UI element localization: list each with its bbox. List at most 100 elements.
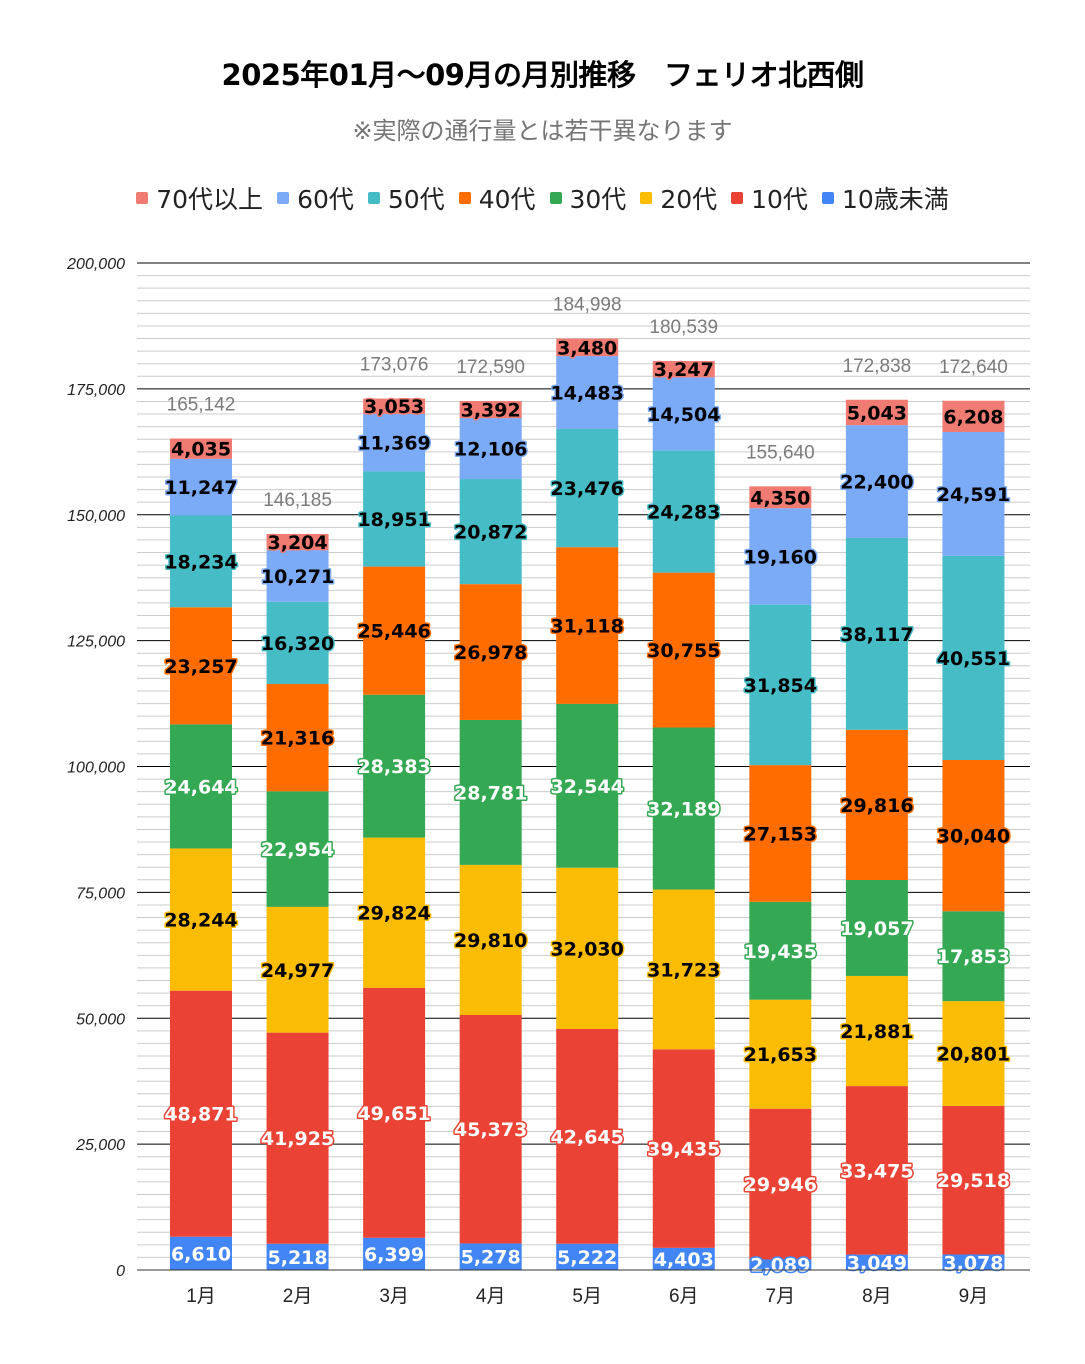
data-label: 3,053 bbox=[364, 396, 424, 418]
data-label: 24,283 bbox=[647, 501, 720, 523]
bar-segment bbox=[363, 398, 426, 414]
y-tick-label: 200,000 bbox=[66, 256, 125, 273]
bar-segment bbox=[170, 607, 232, 725]
bar-segment bbox=[170, 458, 232, 516]
bar-segment bbox=[459, 418, 522, 480]
bar-segment bbox=[556, 703, 619, 868]
data-label: 5,043 bbox=[847, 402, 907, 424]
data-label: 19,057 bbox=[840, 918, 913, 940]
legend-swatch bbox=[549, 192, 562, 204]
bar-segment bbox=[459, 584, 522, 720]
bar-segment bbox=[363, 1237, 426, 1270]
bar-segment bbox=[459, 1014, 522, 1244]
bar-segment bbox=[845, 1086, 908, 1255]
bar-segment bbox=[942, 1001, 1005, 1106]
data-label: 29,946 bbox=[744, 1174, 817, 1196]
data-label: 3,392 bbox=[461, 400, 521, 422]
data-label: 6,399 bbox=[364, 1244, 424, 1266]
legend-label: 40代 bbox=[478, 185, 536, 214]
data-label: 5,218 bbox=[268, 1247, 328, 1269]
data-label: 3,480 bbox=[557, 337, 617, 359]
data-label: 33,475 bbox=[840, 1160, 913, 1182]
data-label: 49,651 bbox=[357, 1103, 430, 1125]
bar-segment bbox=[942, 555, 1005, 761]
bar-segment bbox=[170, 848, 232, 991]
total-label: 184,998 bbox=[553, 295, 622, 316]
data-label: 19,435 bbox=[744, 941, 817, 963]
legend-label: 70代以上 bbox=[156, 185, 264, 214]
bar-segment bbox=[845, 1254, 908, 1270]
data-label: 23,257 bbox=[164, 656, 237, 678]
bar-segment bbox=[749, 604, 812, 766]
total-label: 146,185 bbox=[263, 490, 332, 511]
data-label: 14,504 bbox=[647, 404, 720, 426]
legend-item: 60代 bbox=[277, 180, 354, 216]
legend-item: 10歳未満 bbox=[821, 180, 949, 216]
bar-segment bbox=[266, 550, 329, 602]
bar-segment bbox=[942, 400, 1005, 433]
data-label: 38,117 bbox=[840, 624, 913, 646]
data-label: 18,234 bbox=[164, 551, 237, 573]
total-label: 172,838 bbox=[843, 356, 912, 377]
legend-swatch bbox=[640, 192, 653, 204]
bar-segment bbox=[170, 1236, 232, 1270]
data-label: 28,244 bbox=[164, 910, 237, 932]
total-label: 165,142 bbox=[167, 395, 236, 416]
x-tick-label: 1月 bbox=[186, 1286, 216, 1307]
data-label: 32,544 bbox=[551, 776, 624, 798]
bar-segment bbox=[749, 765, 812, 902]
data-label: 39,435 bbox=[647, 1139, 720, 1161]
bar-segment bbox=[556, 1243, 619, 1270]
bar-segment bbox=[459, 864, 522, 1015]
bar-segment bbox=[652, 1247, 715, 1270]
data-label: 24,591 bbox=[937, 484, 1010, 506]
data-label: 27,153 bbox=[744, 823, 817, 845]
legend-label: 60代 bbox=[297, 185, 354, 214]
data-label: 11,369 bbox=[357, 433, 430, 455]
data-label: 30,755 bbox=[647, 640, 720, 662]
bar-segment bbox=[942, 760, 1005, 912]
bar-segment bbox=[363, 566, 426, 695]
data-label: 11,247 bbox=[164, 477, 237, 499]
bar-segment bbox=[845, 729, 908, 880]
x-tick-label: 7月 bbox=[766, 1286, 796, 1307]
segment-labels: 6,610 48,871 28,244 24,644 23,257 18,234 11,24… bbox=[163, 295, 1012, 1279]
bar-segment bbox=[845, 399, 908, 426]
x-tick-label: 6月 bbox=[669, 1286, 699, 1307]
data-label: 20,801 bbox=[937, 1044, 1010, 1066]
bar-segment bbox=[170, 724, 232, 849]
bar-segment bbox=[845, 537, 908, 730]
legend-swatch bbox=[367, 192, 380, 204]
data-label: 4,350 bbox=[750, 487, 810, 509]
data-label: 31,118 bbox=[551, 616, 624, 638]
y-tick-label: 75,000 bbox=[76, 885, 125, 902]
bar-segment bbox=[556, 547, 619, 704]
data-label: 23,476 bbox=[551, 478, 624, 500]
data-label: 45,373 bbox=[454, 1119, 527, 1141]
bar-segment bbox=[170, 515, 232, 608]
data-label: 25,446 bbox=[357, 621, 430, 643]
y-tick-label: 0 bbox=[116, 1263, 125, 1280]
data-label: 32,189 bbox=[647, 799, 720, 821]
bar-segment bbox=[652, 1049, 715, 1248]
bar-segment bbox=[556, 338, 619, 357]
chart-subtitle: ※実際の通行量とは若干異なります bbox=[352, 117, 733, 145]
bar-segment bbox=[845, 975, 908, 1087]
data-label: 48,871 bbox=[164, 1104, 237, 1126]
bar-segment bbox=[652, 360, 715, 378]
bar-segment bbox=[652, 450, 715, 573]
data-label: 6,610 bbox=[171, 1243, 231, 1265]
data-label: 2,089 bbox=[750, 1255, 810, 1277]
bar-segment bbox=[459, 401, 522, 419]
data-label: 28,781 bbox=[454, 782, 527, 804]
legend-item: 40代 bbox=[458, 180, 536, 216]
data-label: 42,645 bbox=[551, 1126, 624, 1148]
bars bbox=[170, 338, 1005, 1270]
x-tick-label: 5月 bbox=[572, 1286, 602, 1307]
bar-segment bbox=[749, 1108, 812, 1260]
x-tick-label: 9月 bbox=[959, 1286, 989, 1307]
total-label: 172,640 bbox=[939, 357, 1008, 378]
legend-item: 50代 bbox=[367, 180, 445, 216]
data-label: 28,383 bbox=[357, 756, 430, 778]
bar-segment bbox=[652, 727, 715, 890]
